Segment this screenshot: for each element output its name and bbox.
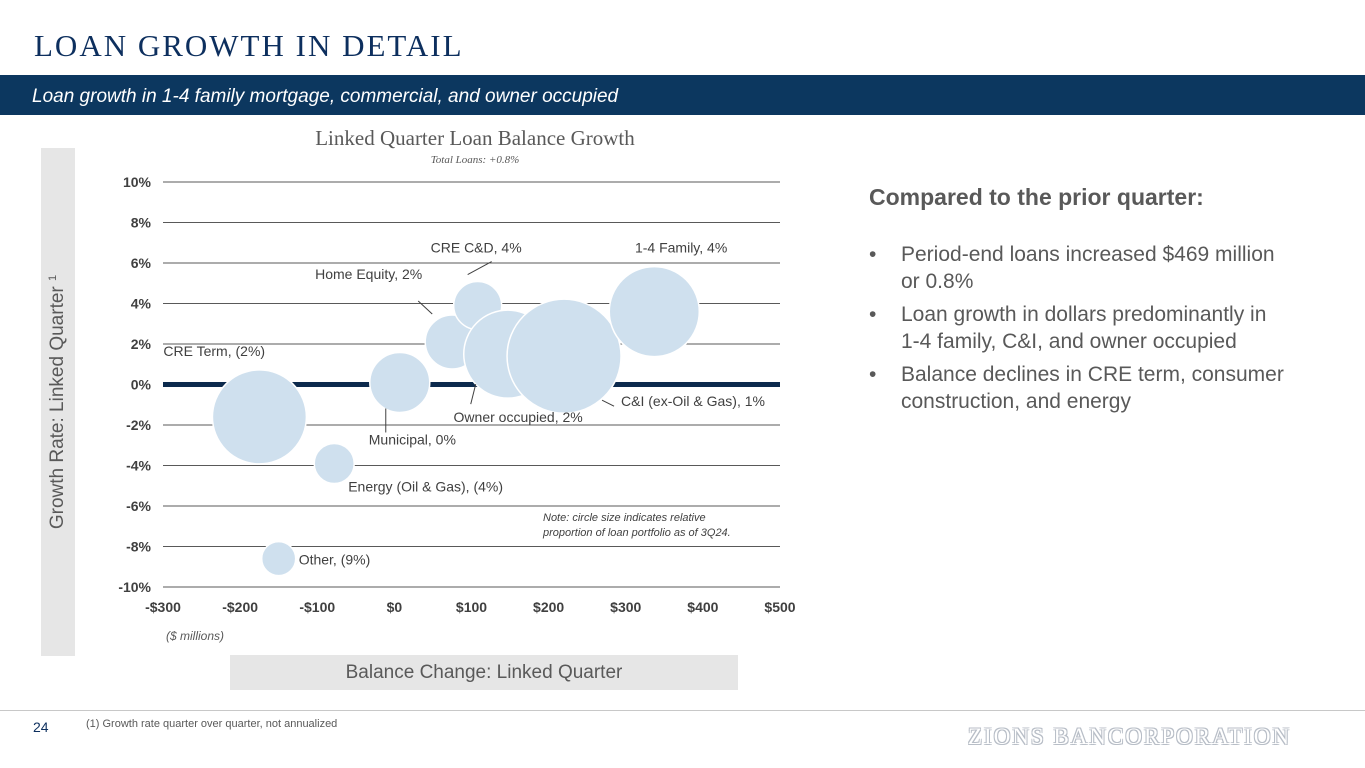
footer-divider bbox=[0, 710, 1365, 711]
footnote: (1) Growth rate quarter over quarter, no… bbox=[86, 718, 338, 730]
bullet-dot: • bbox=[869, 363, 877, 386]
bubble-chart: Linked Quarter Loan Balance Growth Total… bbox=[118, 126, 795, 643]
summary-bullet: • Period-end loans increased $469 million… bbox=[869, 241, 1289, 295]
x-tick-label: $200 bbox=[533, 599, 564, 615]
bullet-text: Period-end loans increased $469 million … bbox=[901, 243, 1275, 293]
y-tick-label: -10% bbox=[118, 579, 151, 595]
subtitle-bar: Loan growth in 1-4 family mortgage, comm… bbox=[0, 75, 1365, 115]
page-subtitle: Loan growth in 1-4 family mortgage, comm… bbox=[32, 86, 619, 107]
y-tick-label: 6% bbox=[131, 255, 152, 271]
chart-title: Linked Quarter Loan Balance Growth bbox=[315, 126, 635, 150]
chart-note: Note: circle size indicates relative pro… bbox=[542, 512, 731, 539]
label-leader-line bbox=[601, 399, 615, 407]
bubble-label: CRE Term, (2%) bbox=[163, 343, 265, 359]
x-axis-label: Balance Change: Linked Quarter bbox=[345, 662, 623, 683]
brand-logo: ZIONS BANCORPORATION bbox=[968, 724, 1292, 749]
y-tick-label: -6% bbox=[126, 498, 151, 514]
x-tick-label: $0 bbox=[387, 599, 403, 615]
summary-bullets: • Period-end loans increased $469 million… bbox=[869, 241, 1289, 415]
x-tick-label: -$100 bbox=[299, 599, 335, 615]
y-tick-label: 4% bbox=[131, 296, 152, 312]
bubble-label: Energy (Oil & Gas), (4%) bbox=[348, 478, 503, 494]
y-tick-label: 10% bbox=[123, 174, 152, 190]
y-tick-label: -8% bbox=[126, 539, 151, 555]
page-title: LOAN GROWTH IN DETAIL bbox=[34, 28, 464, 63]
bullet-text: Balance declines in CRE term, consumer c… bbox=[901, 363, 1284, 413]
y-tick-label: 2% bbox=[131, 336, 152, 352]
summary-bullet: • Loan growth in dollars predominantly in… bbox=[869, 301, 1289, 355]
summary-bullet: • Balance declines in CRE term, consumer … bbox=[869, 361, 1289, 415]
bubble bbox=[260, 540, 297, 577]
page-number: 24 bbox=[33, 719, 49, 735]
bubble-label: C&I (ex-Oil & Gas), 1% bbox=[621, 393, 765, 409]
y-tick-label: 0% bbox=[131, 377, 152, 393]
bubble-label: Municipal, 0% bbox=[369, 431, 456, 447]
label-leader-line bbox=[467, 261, 492, 275]
bullet-dot: • bbox=[869, 243, 877, 266]
label-leader-line bbox=[470, 384, 477, 405]
bubble-label: 1-4 Family, 4% bbox=[635, 240, 727, 256]
bubble bbox=[211, 369, 308, 465]
x-tick-label: $400 bbox=[687, 599, 718, 615]
label-leader-line bbox=[417, 300, 433, 315]
y-tick-label: 8% bbox=[131, 215, 152, 231]
zero-axis-line bbox=[163, 382, 780, 387]
bubble-label: Owner occupied, 2% bbox=[454, 409, 583, 425]
bubble bbox=[608, 265, 701, 358]
bullet-text: Loan growth in dollars predominantly in … bbox=[901, 303, 1267, 353]
x-unit-label: ($ millions) bbox=[166, 629, 224, 643]
summary-panel: Compared to the prior quarter: • Period-e… bbox=[869, 184, 1289, 421]
x-tick-label: $100 bbox=[456, 599, 487, 615]
x-tick-label: $300 bbox=[610, 599, 641, 615]
bubble bbox=[506, 298, 622, 414]
y-tick-label: -2% bbox=[126, 417, 151, 433]
bubble bbox=[313, 442, 355, 485]
x-tick-label: -$300 bbox=[145, 599, 181, 615]
summary-heading: Compared to the prior quarter: bbox=[869, 184, 1204, 210]
x-tick-label: $500 bbox=[764, 599, 795, 615]
y-axis-label-box: Growth Rate: Linked Quarter 1 bbox=[41, 148, 75, 656]
bubble-label: Home Equity, 2% bbox=[315, 266, 422, 282]
chart-subtitle: Total Loans: +0.8% bbox=[431, 154, 520, 166]
bubble-label: CRE C&D, 4% bbox=[431, 240, 522, 256]
bubble-label: Other, (9%) bbox=[299, 552, 371, 568]
bullet-dot: • bbox=[869, 303, 877, 326]
x-tick-label: -$200 bbox=[222, 599, 258, 615]
bubble bbox=[369, 351, 431, 414]
x-axis-label-box: Balance Change: Linked Quarter bbox=[230, 655, 738, 690]
y-tick-label: -4% bbox=[126, 458, 151, 474]
